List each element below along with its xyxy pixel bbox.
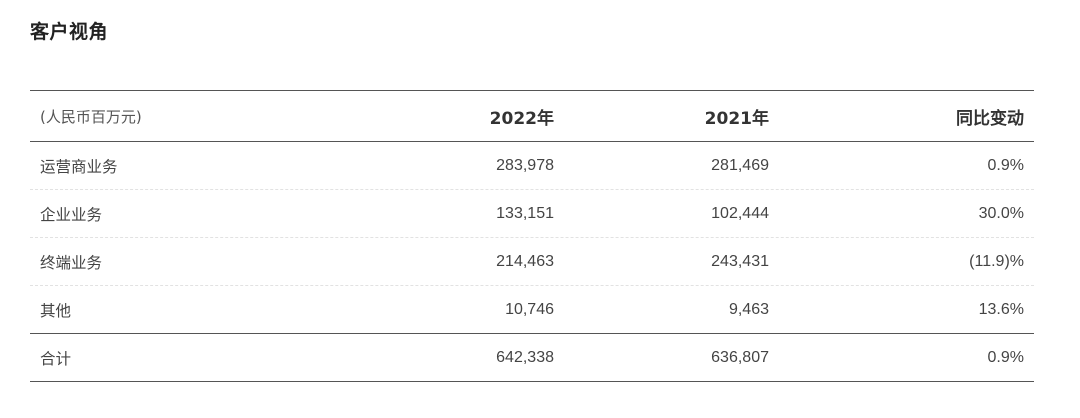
page-title: 客户视角 — [30, 21, 109, 43]
cell-yoy: 13.6% — [978, 300, 1024, 318]
table-total-row: 合计 642,338 636,807 0.9% — [30, 334, 1034, 382]
table-row: 企业业务 133,151 102,444 30.0% — [30, 190, 1034, 238]
cell-2022: 214,463 — [496, 252, 554, 270]
column-header-yoy: 同比变动 — [956, 108, 1024, 129]
cell-2022: 283,978 — [496, 156, 554, 174]
cell-2022: 133,151 — [496, 204, 554, 222]
cell-2022: 10,746 — [505, 300, 554, 318]
table-row: 运营商业务 283,978 281,469 0.9% — [30, 142, 1034, 190]
cell-2021: 636,807 — [711, 348, 769, 366]
cell-yoy: 0.9% — [987, 156, 1024, 174]
cell-2021: 243,431 — [711, 252, 769, 270]
cell-2021: 102,444 — [711, 204, 769, 222]
cell-yoy: (11.9)% — [969, 252, 1024, 270]
cell-2021: 9,463 — [728, 300, 769, 318]
cell-yoy: 30.0% — [978, 204, 1024, 222]
cell-2022: 642,338 — [496, 348, 554, 366]
column-header-2021: 2021年 — [704, 108, 769, 129]
unit-label: (人民币百万元) — [40, 107, 142, 126]
cell-2021: 281,469 — [711, 156, 769, 174]
row-label: 企业业务 — [40, 205, 103, 224]
table-row: 终端业务 214,463 243,431 (11.9)% — [30, 238, 1034, 286]
customer-perspective-table: (人民币百万元) 2022年 2021年 同比变动 运营商业务 283,978 … — [30, 90, 1034, 382]
row-label: 运营商业务 — [40, 157, 118, 176]
column-header-2022: 2022年 — [489, 108, 554, 129]
row-label: 终端业务 — [40, 253, 103, 272]
table-row: 其他 10,746 9,463 13.6% — [30, 286, 1034, 334]
table-header-row: (人民币百万元) 2022年 2021年 同比变动 — [30, 90, 1034, 142]
row-label: 其他 — [40, 301, 72, 320]
row-label: 合计 — [40, 349, 72, 368]
cell-yoy: 0.9% — [987, 348, 1024, 366]
